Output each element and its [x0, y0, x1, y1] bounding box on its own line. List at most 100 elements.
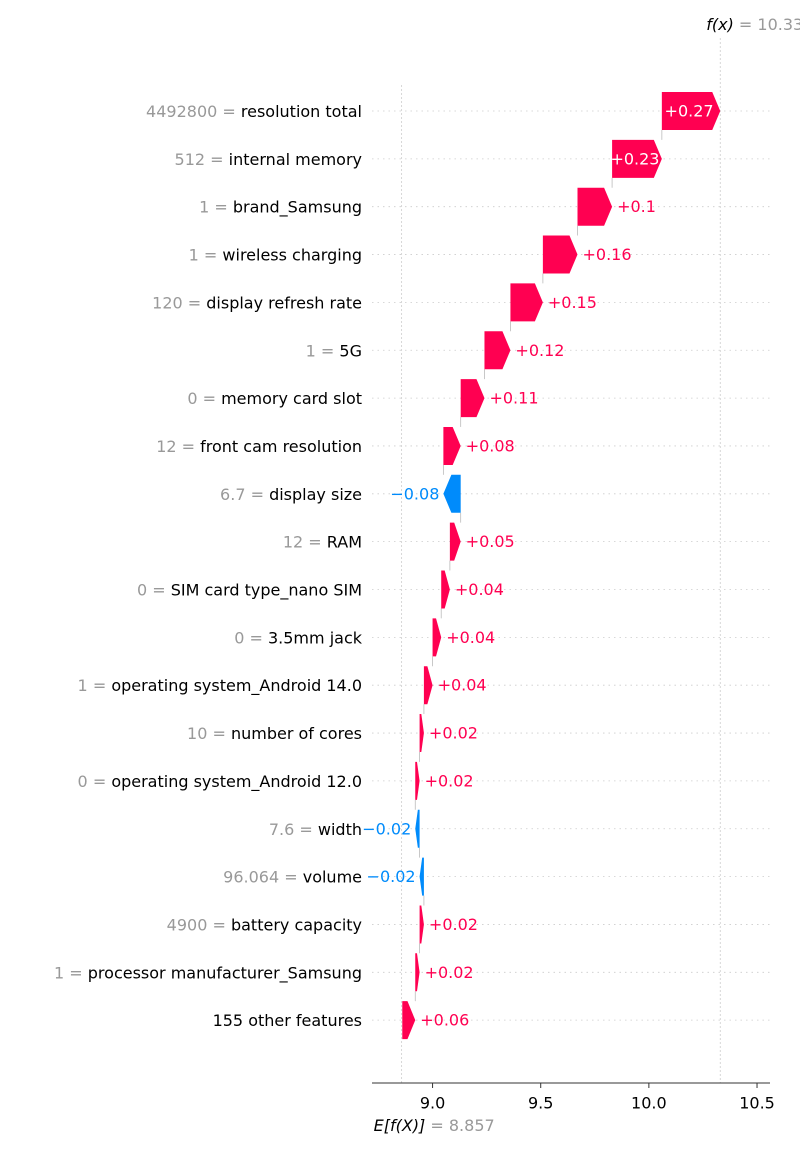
bar	[419, 714, 424, 753]
feature-label: 1 = processor manufacturer_Samsung	[54, 963, 362, 983]
base-value: = 8.857	[425, 1116, 494, 1135]
bar-contribution-label: +0.08	[466, 436, 515, 455]
feature-name: processor manufacturer_Samsung	[88, 963, 362, 983]
bar-contribution-label: +0.12	[515, 341, 564, 360]
bar-contribution-label: +0.04	[446, 628, 495, 647]
bar-contribution-label: +0.02	[429, 915, 478, 934]
feature-value: 12 =	[156, 436, 200, 455]
feature-label: 1 = brand_Samsung	[199, 197, 362, 217]
bar	[443, 426, 461, 465]
feature-label: 512 = internal memory	[175, 149, 362, 168]
feature-label: 96.064 = volume	[223, 867, 362, 886]
feature-name: wireless charging	[222, 245, 362, 264]
feature-value: 120 =	[152, 293, 206, 312]
bar	[415, 953, 420, 992]
feature-name: 3.5mm jack	[268, 628, 363, 647]
feature-labels-layer: 4492800 = resolution total 512 = internal…	[54, 102, 363, 1030]
bar	[661, 92, 721, 130]
feature-label: 4900 = battery capacity	[167, 915, 362, 934]
feature-label: 0 = SIM card type_nano SIM	[137, 580, 362, 600]
bar	[449, 522, 461, 561]
bar-contribution-label: +0.04	[455, 580, 504, 599]
row-grid-lines	[372, 110, 770, 1021]
bar	[423, 666, 433, 705]
feature-value: 10 =	[187, 724, 231, 743]
feature-label: 12 = RAM	[283, 532, 362, 551]
feature-label: 0 = operating system_Android 12.0	[78, 771, 362, 791]
x-tick-label: 9.0	[420, 1094, 445, 1113]
bar	[415, 809, 420, 848]
feature-name: number of cores	[231, 724, 362, 743]
feature-label: 6.7 = display size	[220, 484, 362, 503]
feature-name: display refresh rate	[206, 293, 362, 312]
feature-value: 1 =	[306, 341, 340, 360]
feature-value: 7.6 =	[269, 819, 318, 838]
feature-value: 1 =	[54, 963, 88, 982]
bar	[460, 379, 485, 418]
bar-contribution-label: +0.06	[420, 1011, 469, 1030]
feature-value: 96.064 =	[223, 867, 303, 886]
bar	[484, 331, 511, 370]
x-tick-label: 10.5	[739, 1094, 775, 1113]
feature-name: RAM	[327, 532, 362, 551]
feature-name: display size	[269, 484, 362, 503]
feature-value: 0 =	[137, 580, 171, 599]
feature-name: resolution total	[241, 102, 362, 121]
bar-contribution-label: −0.02	[362, 819, 411, 838]
bars-layer	[402, 92, 721, 1040]
base-label: E[f(X)]	[374, 1116, 426, 1135]
bar-contribution-label: +0.15	[548, 293, 597, 312]
bar	[612, 139, 662, 178]
base-value-annotation: E[f(X)] = 8.857	[374, 1116, 495, 1135]
fx-label: f(x)	[706, 15, 734, 34]
bar-contribution-label: +0.04	[438, 676, 487, 695]
bar-contribution-label: +0.02	[425, 963, 474, 982]
feature-value: 1 =	[78, 676, 112, 695]
feature-value: 0 =	[187, 389, 221, 408]
feature-label: 1 = operating system_Android 14.0	[78, 676, 362, 696]
bar	[510, 283, 543, 322]
bar	[441, 570, 450, 609]
feature-label: 10 = number of cores	[187, 724, 362, 743]
bar	[402, 1001, 416, 1040]
feature-name: operating system_Android 14.0	[111, 676, 362, 696]
feature-label: 0 = 3.5mm jack	[234, 628, 363, 647]
bar-contribution-label: +0.1	[617, 197, 656, 216]
x-axis: 9.0 9.5 10.0 10.5	[372, 1082, 775, 1113]
feature-name: 5G	[339, 341, 362, 360]
fx-annotation: f(x) = 10.33	[706, 15, 800, 34]
feature-label: 155 other features	[213, 1011, 362, 1030]
bar	[443, 474, 461, 513]
feature-label: 1 = 5G	[306, 341, 362, 360]
feature-label: 0 = memory card slot	[187, 389, 362, 408]
bar-contribution-label: +0.02	[429, 724, 478, 743]
bar-contribution-label: +0.27	[665, 102, 714, 121]
feature-label: 1 = wireless charging	[189, 245, 362, 264]
x-tick-label: 10.0	[631, 1094, 667, 1113]
feature-label: 120 = display refresh rate	[152, 293, 362, 312]
bar	[419, 857, 424, 896]
reference-lines	[401, 38, 721, 1083]
annotations-layer: +0.27 +0.23 +0.1 +0.16 +0.15 +0.12 +0.11 +0.08 −…	[362, 15, 800, 1135]
bar	[432, 618, 442, 657]
feature-value: 12 =	[283, 532, 327, 551]
bar-contribution-label: +0.11	[489, 389, 538, 408]
feature-value: 1 =	[189, 245, 223, 264]
bar-contribution-label: +0.16	[582, 245, 631, 264]
feature-label: 12 = front cam resolution	[156, 436, 362, 455]
feature-name: internal memory	[229, 149, 362, 168]
feature-value: 0 =	[234, 628, 268, 647]
feature-value: 4900 =	[167, 915, 231, 934]
feature-value: 6.7 =	[220, 484, 269, 503]
feature-value: 4492800 =	[146, 102, 241, 121]
fx-value: = 10.33	[734, 15, 800, 34]
feature-name: front cam resolution	[200, 436, 362, 455]
feature-name: SIM card type_nano SIM	[171, 580, 362, 600]
feature-value: 1 =	[199, 197, 233, 216]
bar-contribution-label: −0.02	[367, 867, 416, 886]
bar	[542, 235, 578, 274]
feature-label: 7.6 = width	[269, 819, 362, 838]
feature-name: width	[318, 819, 362, 838]
feature-value: 512 =	[175, 149, 229, 168]
